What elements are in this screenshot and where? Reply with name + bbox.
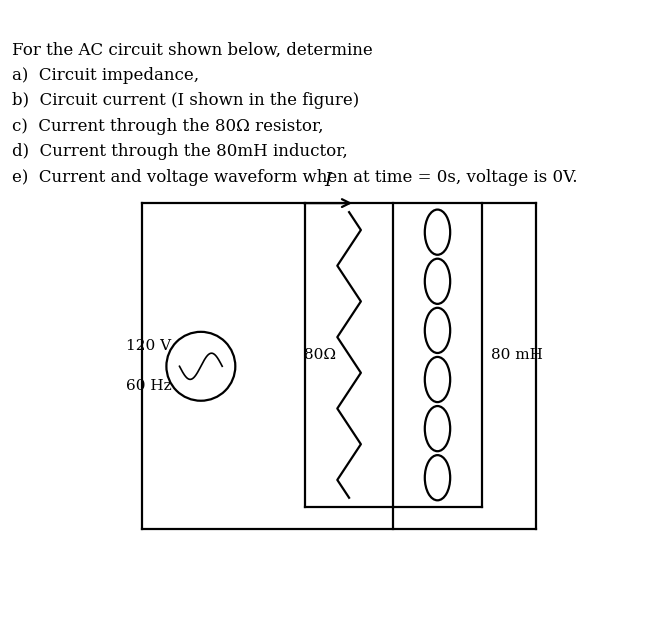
Text: 60 Hz: 60 Hz xyxy=(125,379,171,393)
Text: e)  Current and voltage waveform when at time = 0s, voltage is 0V.: e) Current and voltage waveform when at … xyxy=(12,169,578,186)
Text: 120 V: 120 V xyxy=(125,339,171,353)
Text: 80 mH: 80 mH xyxy=(491,348,543,362)
Text: I: I xyxy=(324,172,331,190)
Text: d)  Current through the 80mH inductor,: d) Current through the 80mH inductor, xyxy=(12,143,348,160)
Text: 80Ω: 80Ω xyxy=(303,348,336,362)
Text: c)  Current through the 80Ω resistor,: c) Current through the 80Ω resistor, xyxy=(12,118,323,135)
Text: a)  Circuit impedance,: a) Circuit impedance, xyxy=(12,67,199,84)
Text: b)  Circuit current (I shown in the figure): b) Circuit current (I shown in the figur… xyxy=(12,92,360,110)
Text: For the AC circuit shown below, determine: For the AC circuit shown below, determin… xyxy=(12,42,373,59)
